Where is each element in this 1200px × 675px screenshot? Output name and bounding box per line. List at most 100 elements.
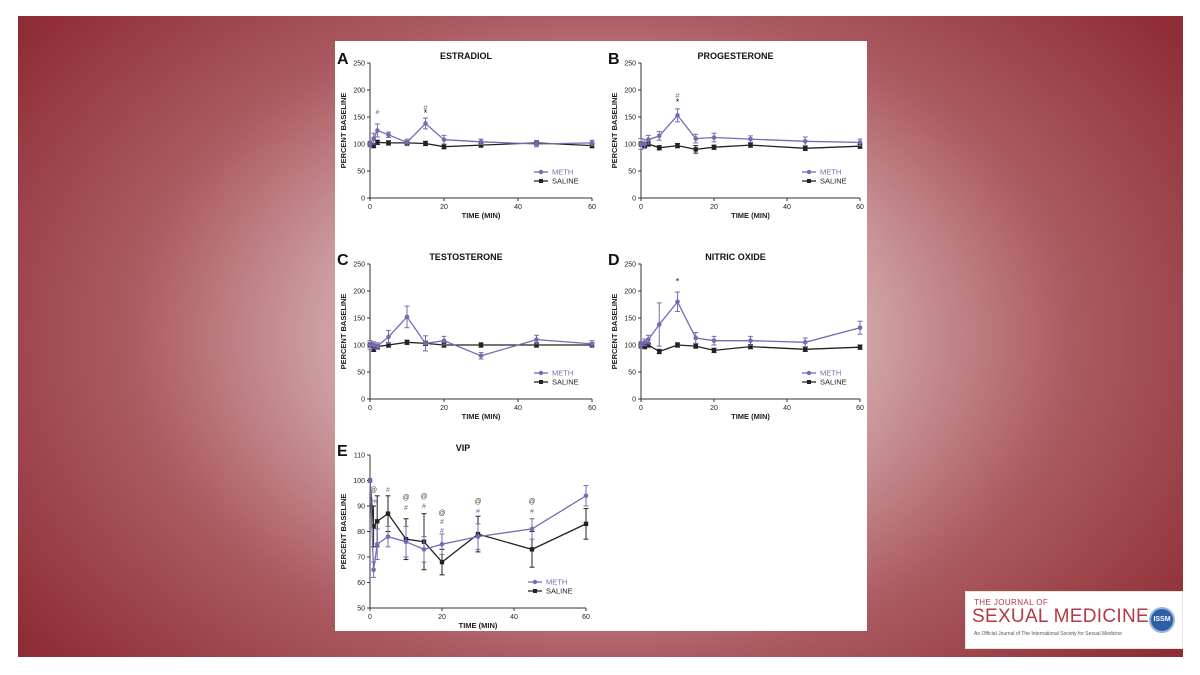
data-point	[646, 337, 651, 342]
data-point	[748, 142, 753, 148]
journal-logo: THE JOURNAL OF SEXUAL MEDICINE An Offici…	[965, 591, 1183, 649]
x-tick-label: 0	[368, 614, 372, 621]
significance-marker: @	[420, 493, 427, 500]
x-axis-label: TIME (MIN)	[462, 412, 501, 421]
data-point	[748, 136, 753, 142]
data-point	[375, 140, 380, 145]
x-tick-label: 60	[588, 405, 596, 412]
data-point	[441, 144, 447, 149]
data-point	[385, 534, 391, 539]
data-point	[441, 338, 447, 343]
y-tick-label: 0	[361, 196, 365, 203]
significance-marker: #	[404, 505, 408, 512]
chart-title: TESTOSTERONE	[429, 252, 502, 262]
legend-marker	[538, 370, 544, 376]
data-point	[423, 341, 428, 346]
data-point	[386, 132, 391, 138]
x-tick-label: 20	[438, 614, 446, 621]
data-point	[693, 147, 698, 152]
x-tick-label: 40	[510, 614, 518, 621]
y-tick-label: 0	[632, 397, 636, 404]
x-tick-label: 0	[639, 405, 643, 412]
series-line	[370, 315, 593, 357]
significance-marker: @	[402, 495, 409, 502]
x-axis-label: TIME (MIN)	[731, 412, 770, 421]
panel-letter: C	[337, 252, 349, 269]
x-axis-label: TIME (MIN)	[459, 621, 498, 630]
legend-label: METH	[820, 168, 841, 177]
data-point	[439, 559, 445, 565]
data-point	[534, 342, 539, 348]
x-tick-label: 40	[783, 405, 791, 412]
y-tick-label: 50	[628, 370, 636, 377]
legend-entry-meth: METH	[528, 578, 567, 587]
x-tick-label: 0	[368, 405, 372, 412]
chart-panel-d: 0 50 100 150 200 250 0 20 40 60 TIME (MIN) PERCENT …	[608, 252, 864, 421]
significance-marker: *	[424, 108, 428, 118]
data-point	[371, 524, 376, 529]
y-tick-label: 250	[353, 61, 365, 68]
y-tick-label: 250	[624, 262, 636, 269]
y-tick-label: 50	[628, 169, 636, 176]
legend-entry-saline: SALINE	[534, 177, 579, 186]
data-point	[711, 135, 717, 140]
data-point	[403, 539, 409, 544]
series-meth	[638, 108, 863, 150]
data-point	[478, 342, 484, 348]
y-tick-label: 200	[624, 289, 636, 296]
legend-label: SALINE	[546, 587, 573, 596]
x-tick-label: 20	[440, 204, 448, 211]
legend-label: SALINE	[552, 177, 579, 186]
data-point	[748, 338, 753, 343]
data-point	[367, 478, 373, 483]
x-axis-label: TIME (MIN)	[462, 211, 501, 220]
y-tick-label: 150	[353, 316, 365, 323]
data-point	[583, 521, 589, 527]
y-tick-label: 50	[357, 370, 365, 377]
legend-entry-meth: METH	[534, 168, 573, 177]
y-tick-label: 80	[357, 529, 365, 536]
data-point	[675, 113, 680, 118]
figure-panel: 0 50 100 150 200 250 0 20 40 60 TIME (MIN) PERCENT …	[335, 41, 867, 631]
series-meth	[638, 291, 863, 349]
panel-letter: A	[337, 51, 349, 68]
legend-label: SALINE	[820, 378, 847, 387]
panel-letter: D	[608, 252, 620, 269]
legend-entry-meth: METH	[534, 369, 573, 378]
data-point	[404, 340, 410, 345]
legend-marker	[807, 179, 811, 183]
series-meth	[367, 478, 589, 578]
series-meth	[367, 305, 595, 360]
data-point	[711, 145, 717, 150]
data-point	[857, 325, 863, 331]
x-tick-label: 60	[856, 204, 864, 211]
data-point	[375, 128, 380, 133]
y-tick-label: 150	[353, 115, 365, 122]
x-tick-label: 20	[710, 405, 718, 412]
x-axis-label: TIME (MIN)	[731, 211, 770, 220]
legend-marker	[539, 179, 543, 183]
y-tick-label: 100	[353, 142, 365, 149]
data-point	[529, 547, 535, 552]
data-point	[534, 141, 539, 147]
significance-marker: #	[676, 93, 680, 100]
x-tick-label: 60	[582, 614, 590, 621]
series-line	[641, 114, 861, 145]
significance-marker: #	[530, 509, 534, 516]
significance-marker: #	[476, 509, 480, 516]
data-point	[642, 344, 647, 349]
data-point	[404, 314, 410, 320]
chart-title: NITRIC OXIDE	[705, 252, 766, 262]
data-point	[404, 140, 410, 145]
panel-letter: E	[337, 443, 348, 460]
y-axis-label: PERCENT BASELINE	[339, 294, 348, 370]
legend-label: METH	[546, 578, 567, 587]
y-tick-label: 250	[624, 61, 636, 68]
journal-line-3: An Official Journal of The International…	[974, 631, 1122, 637]
data-point	[589, 341, 595, 347]
x-tick-label: 20	[440, 405, 448, 412]
data-point	[478, 353, 484, 359]
data-point	[675, 143, 680, 148]
legend-entry-saline: SALINE	[528, 587, 573, 596]
